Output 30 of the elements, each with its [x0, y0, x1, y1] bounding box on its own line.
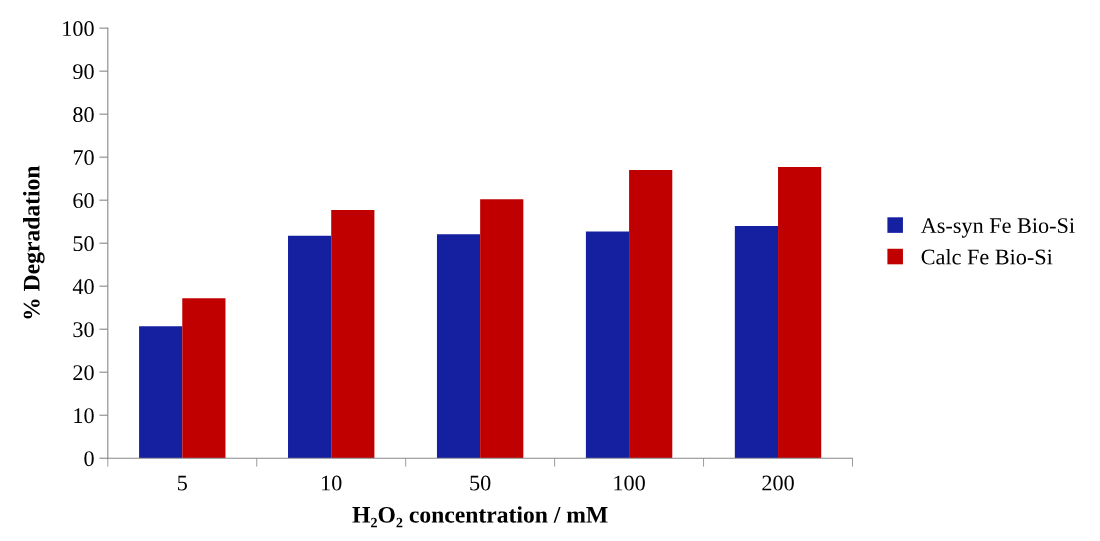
x-axis-title: H₂O₂ concentration / mM: [352, 506, 608, 528]
y-tick-label: 30: [73, 322, 94, 338]
y-tick-label: 50: [73, 236, 94, 252]
y-tick-label: 90: [73, 64, 94, 80]
y-axis-title: % Degradation: [23, 165, 45, 319]
bar: [734, 225, 779, 459]
bar: [629, 170, 673, 459]
x-tick-label: 100: [614, 475, 645, 491]
y-tick-label: 20: [73, 365, 94, 381]
bar: [139, 326, 183, 459]
x-tick-label: 10: [322, 475, 342, 491]
x-tick-label: 200: [762, 475, 794, 491]
bar: [480, 199, 524, 459]
y-tick-label: 70: [73, 150, 94, 166]
bar: [436, 234, 481, 459]
bar: [778, 167, 822, 459]
y-tick-label: 80: [73, 107, 94, 123]
x-tick-label: 50: [470, 475, 491, 491]
y-tick-label: 0: [84, 451, 94, 467]
bar: [182, 298, 226, 459]
y-tick-label: 100: [63, 21, 94, 37]
legend-label: As-syn Fe Bio-Si: [920, 218, 1075, 238]
y-tick-label: 40: [72, 279, 94, 295]
y-tick-label: 60: [73, 193, 94, 209]
x-tick-label: 5: [178, 475, 187, 491]
bar: [331, 210, 375, 459]
bar: [585, 231, 630, 459]
y-tick-label: 10: [74, 408, 94, 424]
bar: [288, 235, 332, 459]
legend-label: Calc Fe Bio-Si: [921, 248, 1053, 265]
